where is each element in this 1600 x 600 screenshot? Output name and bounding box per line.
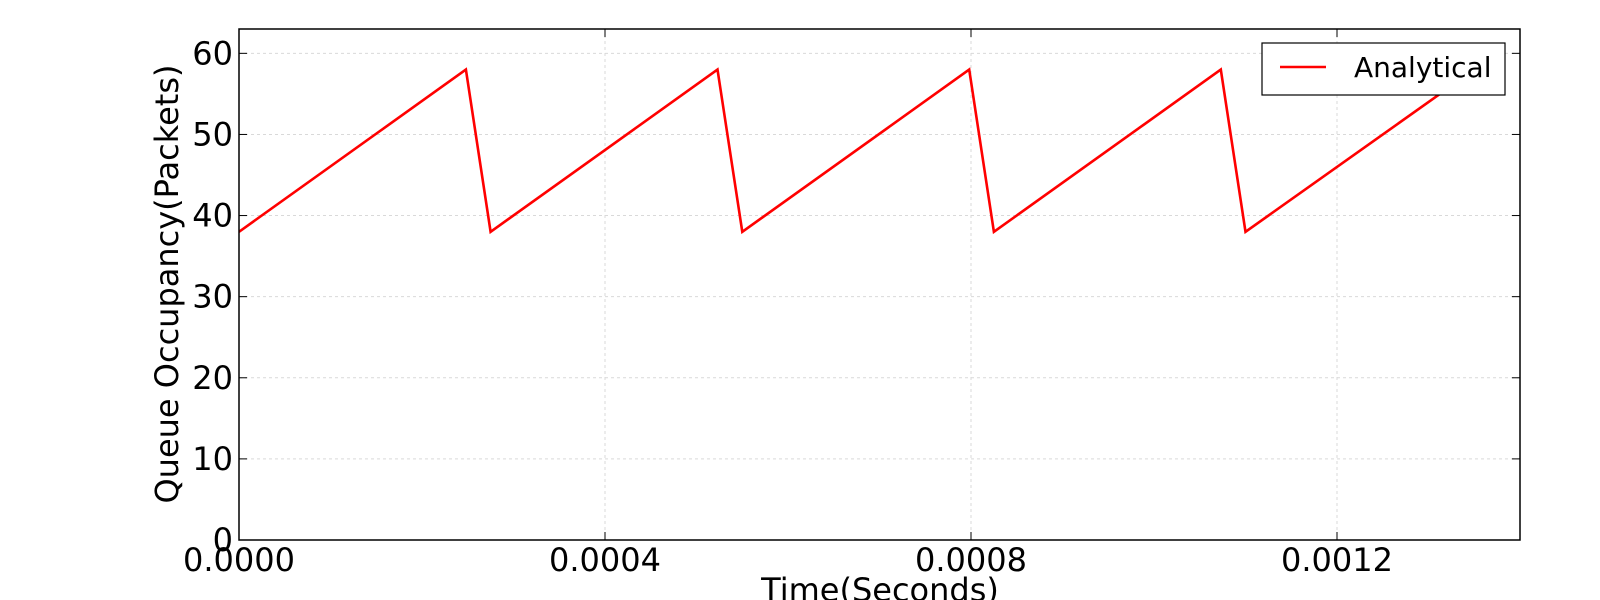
y-tick-label: 30 <box>192 278 233 316</box>
y-tick-label: 60 <box>192 34 233 72</box>
legend: Analytical <box>1261 42 1506 96</box>
series-layer <box>239 67 1476 235</box>
x-tick-label: 0.0008 <box>915 541 1027 579</box>
y-axis-label: Queue Occupancy(Packets) <box>148 64 186 503</box>
x-tick-label: 0.0012 <box>1281 541 1393 579</box>
plot-frame <box>238 28 1521 541</box>
x-axis-label: Time(Seconds) <box>760 571 999 600</box>
ticks <box>238 29 1520 541</box>
legend-label-analytical: Analytical <box>1354 51 1492 84</box>
y-tick-label: 20 <box>192 359 233 397</box>
y-tick-label: 50 <box>192 115 233 153</box>
x-tick-label: 0.0000 <box>183 541 295 579</box>
tick-labels: 0.0000 0.0004 0.0008 0.0012 0 10 20 30 40 50 60 <box>183 34 1393 579</box>
y-tick-label: 0 <box>213 521 233 559</box>
legend-box <box>1261 42 1506 96</box>
y-tick-label: 40 <box>192 197 233 235</box>
x-tick-label: 0.0004 <box>549 541 661 579</box>
series-line-analytical <box>239 67 1476 235</box>
grid <box>238 29 1520 541</box>
y-tick-label: 10 <box>192 440 233 478</box>
